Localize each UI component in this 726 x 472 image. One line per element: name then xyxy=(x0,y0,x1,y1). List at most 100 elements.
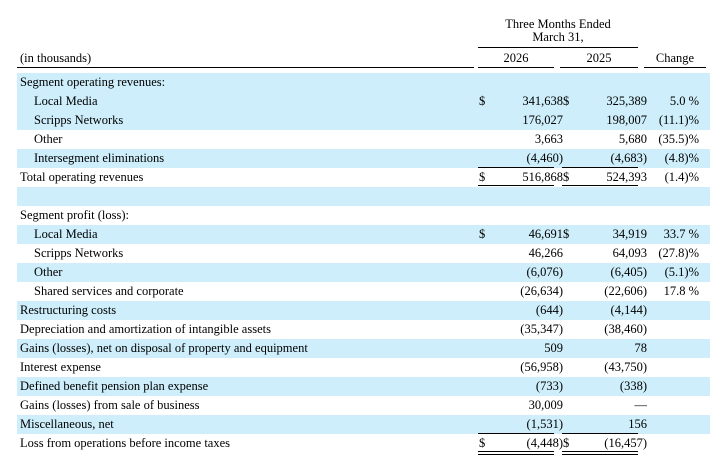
change-value xyxy=(637,434,699,453)
value-2026: 46,266 xyxy=(528,246,563,260)
change-value: (5.1)% xyxy=(664,265,699,279)
dollar-sign: $ xyxy=(479,170,486,184)
value-2026: 3,663 xyxy=(534,132,563,146)
row-label: Local Media xyxy=(34,94,98,108)
table-row: Interest expense (56,958) (43,750) xyxy=(17,358,710,377)
value-2026: (4,448) xyxy=(526,436,563,450)
change-value xyxy=(637,187,699,206)
value-2025: 524,393 xyxy=(606,170,647,184)
dollar-sign: $ xyxy=(479,227,486,241)
table-row: Miscellaneous, net (1,531) 156 xyxy=(17,415,710,434)
table-row: Depreciation and amortization of intangi… xyxy=(17,320,710,339)
row-label: Loss from operations before income taxes xyxy=(20,436,231,450)
change-value: (35.5)% xyxy=(658,132,699,146)
change-value xyxy=(637,358,699,377)
dollar-sign: $ xyxy=(479,436,486,450)
value-2025: (338) xyxy=(619,379,647,393)
dollar-sign: $ xyxy=(563,94,570,108)
table-row xyxy=(17,187,710,206)
value-2025 xyxy=(572,206,647,225)
change-value: (27.8)% xyxy=(658,246,699,260)
value-2025: (22,606) xyxy=(604,284,647,298)
value-2026 xyxy=(487,206,563,225)
dollar-sign: $ xyxy=(563,170,570,184)
table-row: Total operating revenues $516,868 $524,393… xyxy=(17,168,710,189)
value-2025: (16,457) xyxy=(604,436,647,450)
dollar-sign: $ xyxy=(479,94,486,108)
table-row: Other (6,076) (6,405) (5.1)% xyxy=(17,263,710,282)
table-row: Local Media $341,638 $325,389 5.0 % xyxy=(17,92,710,111)
table-row: Segment operating revenues: xyxy=(17,73,710,92)
value-2026: 46,691 xyxy=(528,227,563,241)
table-row: Scripps Networks 176,027 198,007 (11.1)% xyxy=(17,111,710,130)
value-2025: (38,460) xyxy=(604,322,647,336)
value-2026: 509 xyxy=(544,341,563,355)
total-double-rule xyxy=(562,451,638,455)
value-2026: 341,638 xyxy=(522,94,563,108)
table-row: Local Media $46,691 $34,919 33.7 % xyxy=(17,225,710,244)
change-value xyxy=(637,377,699,396)
value-2026: (35,347) xyxy=(520,322,563,336)
value-2026: (1,531) xyxy=(526,417,563,431)
units-label: (in thousands) xyxy=(20,51,92,65)
change-value xyxy=(637,301,699,320)
subtotal-rule xyxy=(478,167,554,168)
value-2025 xyxy=(572,73,647,92)
year-2025-header: 2025 xyxy=(586,51,612,65)
row-label: Intersegment eliminations xyxy=(34,151,165,165)
table-row: Defined benefit pension plan expense (733… xyxy=(17,377,710,396)
table-row: Gains (losses), net on disposal of prope… xyxy=(17,339,710,358)
dollar-sign: $ xyxy=(563,227,570,241)
table-row: Loss from operations before income taxes… xyxy=(17,434,710,455)
year-2025-rule xyxy=(560,67,638,68)
value-2026: (4,460) xyxy=(526,151,563,165)
change-value xyxy=(637,73,699,92)
value-2025: (4,683) xyxy=(610,151,647,165)
row-label: Other xyxy=(34,132,63,146)
year-2026-header: 2026 xyxy=(503,51,529,65)
value-2025: 34,919 xyxy=(612,227,647,241)
change-value: (1.4)% xyxy=(664,170,699,184)
row-label: Shared services and corporate xyxy=(34,284,184,298)
value-2026 xyxy=(487,73,563,92)
value-2026 xyxy=(487,187,563,206)
change-header: Change xyxy=(655,51,695,65)
period-header: Three Months Ended March 31, xyxy=(478,18,638,44)
change-value: 17.8 % xyxy=(663,284,699,298)
table-row: Scripps Networks 46,266 64,093 (27.8)% xyxy=(17,244,710,263)
value-2025: 198,007 xyxy=(606,113,647,127)
row-label: Gains (losses), net on disposal of prope… xyxy=(20,341,308,355)
row-label: Restructuring costs xyxy=(20,303,117,317)
row-label: Depreciation and amortization of intangi… xyxy=(20,322,271,336)
value-2025: (6,405) xyxy=(610,265,647,279)
period-header-line1: Three Months Ended xyxy=(505,17,611,31)
row-label: Defined benefit pension plan expense xyxy=(20,379,209,393)
period-header-rule xyxy=(478,47,638,48)
change-rule xyxy=(644,67,706,68)
row-label: Interest expense xyxy=(20,360,101,374)
row-label: Gains (losses) from sale of business xyxy=(20,398,200,412)
row-label: Segment operating revenues: xyxy=(20,75,166,89)
row-label: Local Media xyxy=(34,227,98,241)
change-value: 33.7 % xyxy=(663,227,699,241)
total-double-rule xyxy=(478,451,554,455)
change-value: 5.0 % xyxy=(669,94,699,108)
table-row: Intersegment eliminations (4,460) (4,683) (… xyxy=(17,149,710,168)
row-label: Other xyxy=(34,265,63,279)
period-header-line2: March 31, xyxy=(532,30,584,44)
value-2025: 64,093 xyxy=(612,246,647,260)
value-2025: (43,750) xyxy=(604,360,647,374)
change-value: (11.1)% xyxy=(658,113,699,127)
change-value: (4.8)% xyxy=(664,151,699,165)
row-label: Miscellaneous, net xyxy=(20,417,114,431)
value-2025: 5,680 xyxy=(618,132,647,146)
value-2025: 325,389 xyxy=(606,94,647,108)
value-2025 xyxy=(572,187,647,206)
change-value xyxy=(637,206,699,225)
value-2025: (4,144) xyxy=(610,303,647,317)
subtotal-rule xyxy=(562,433,638,434)
table-row: Gains (losses) from sale of business 30,0… xyxy=(17,396,710,415)
value-2026: (26,634) xyxy=(520,284,563,298)
table-row: Shared services and corporate (26,634) (22… xyxy=(17,282,710,301)
table-row: Segment profit (loss): xyxy=(17,206,710,225)
